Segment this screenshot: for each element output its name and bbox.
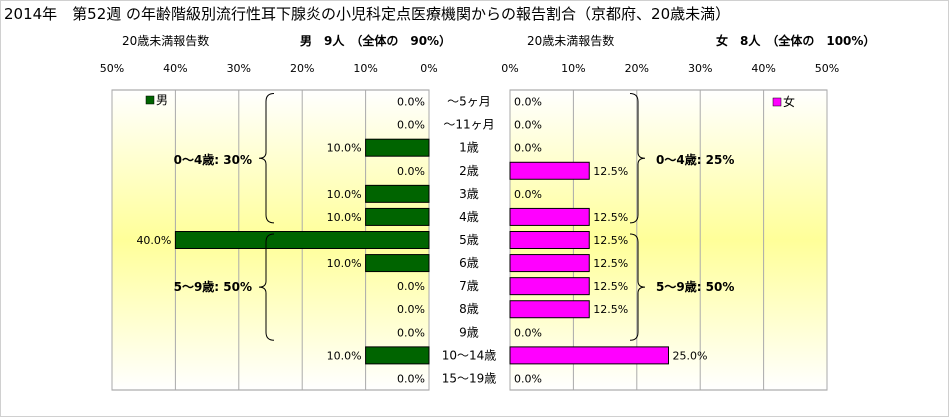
female-bar-value-label: 12.5% xyxy=(593,234,628,247)
male-axis-tick: 40% xyxy=(163,62,187,75)
female-bar xyxy=(509,346,669,365)
female-axis-tick: 10% xyxy=(561,62,585,75)
female-bar xyxy=(509,254,590,273)
male-bar-value-label: 10.0% xyxy=(327,211,362,224)
female-bar-value-label: 0.0% xyxy=(514,326,542,339)
female-bar-value-label: 12.5% xyxy=(593,165,628,178)
female-bar xyxy=(509,231,590,249)
age-category-label: 7歳 xyxy=(459,279,479,293)
male-axis-tick: 10% xyxy=(353,62,377,75)
female-bar-value-label: 0.0% xyxy=(514,119,542,132)
male-axis-tick: 20% xyxy=(290,62,314,75)
chart-title: 2014年 第52週 の年齢階級別流行性耳下腺炎の小児科定点医療機関からの報告割… xyxy=(4,5,731,23)
female-caption: 20歳未満報告数 xyxy=(527,34,615,48)
female-bar-value-label: 0.0% xyxy=(514,142,542,155)
age-category-label: 8歳 xyxy=(459,302,479,316)
female-bar xyxy=(509,277,590,296)
male-bar-value-label: 0.0% xyxy=(397,326,425,339)
female-bar-value-label: 0.0% xyxy=(514,188,542,201)
male-legend-swatch xyxy=(145,95,155,105)
female-bar-value-label: 12.5% xyxy=(593,257,628,270)
age-category-label: ～11ヶ月 xyxy=(443,118,494,132)
female-axis-tick: 20% xyxy=(625,62,649,75)
male-summary: 男 9人 （全体の 90%） xyxy=(300,34,452,48)
male-bar xyxy=(174,231,430,249)
male-bar-value-label: 10.0% xyxy=(327,142,362,155)
male-bar-value-label: 0.0% xyxy=(397,372,425,385)
male-axis-tick: 0% xyxy=(420,62,437,75)
age-category-label: 2歳 xyxy=(459,164,479,178)
female-bar-value-label: 25.0% xyxy=(673,349,708,362)
female-axis-tick: 50% xyxy=(815,62,839,75)
female-axis-tick: 0% xyxy=(501,62,518,75)
age-category-label: 9歳 xyxy=(459,325,479,339)
female-annotation-5-9: 5～9歳: 50% xyxy=(656,279,734,294)
male-bar-value-label: 0.0% xyxy=(397,165,425,178)
male-bar xyxy=(365,254,430,273)
male-annotation-5-9: 5～9歳: 50% xyxy=(174,279,252,294)
male-bar-value-label: 0.0% xyxy=(397,280,425,293)
female-summary: 女 8人 （全体の 100%） xyxy=(716,34,876,48)
male-bar-value-label: 10.0% xyxy=(327,188,362,201)
female-bar-value-label: 12.5% xyxy=(593,211,628,224)
female-annotation-0-4: 0～4歳: 25% xyxy=(656,152,734,167)
male-legend-label: 男 xyxy=(156,93,168,107)
female-bar xyxy=(509,207,590,226)
male-bar xyxy=(365,184,430,203)
female-bar xyxy=(509,161,590,180)
male-bar xyxy=(365,138,430,157)
age-category-label: 10～14歳 xyxy=(442,348,497,362)
female-bar-value-label: 12.5% xyxy=(593,280,628,293)
age-category-label: 15～19歳 xyxy=(442,371,497,385)
male-bar-value-label: 0.0% xyxy=(397,303,425,316)
male-bar-value-label: 0.0% xyxy=(397,96,425,109)
age-category-label: 1歳 xyxy=(459,141,479,155)
female-legend-swatch xyxy=(772,97,782,107)
male-annotation-0-4: 0～4歳: 30% xyxy=(174,152,252,167)
male-axis-tick: 30% xyxy=(227,62,251,75)
age-category-label: 6歳 xyxy=(459,256,479,270)
female-bar xyxy=(509,300,590,319)
female-bar-value-label: 0.0% xyxy=(514,372,542,385)
male-caption: 20歳未満報告数 xyxy=(122,34,210,48)
female-bar-value-label: 0.0% xyxy=(514,96,542,109)
female-bar-value-label: 12.5% xyxy=(593,303,628,316)
female-legend-label: 女 xyxy=(783,94,795,109)
female-brace-5-9 xyxy=(629,233,646,341)
male-bar-value-label: 0.0% xyxy=(397,119,425,132)
male-axis-tick: 50% xyxy=(100,62,124,75)
male-bar xyxy=(365,207,430,226)
male-bar xyxy=(365,346,430,365)
female-axis-tick: 30% xyxy=(688,62,712,75)
male-brace-5-9 xyxy=(258,233,275,341)
age-category-label: 5歳 xyxy=(459,233,479,247)
male-brace-0-4 xyxy=(258,93,275,224)
male-bar-value-label: 40.0% xyxy=(136,234,171,247)
female-brace-0-4 xyxy=(629,93,646,224)
male-bar-value-label: 10.0% xyxy=(327,257,362,270)
age-category-label: 4歳 xyxy=(459,210,479,224)
female-axis-tick: 40% xyxy=(751,62,775,75)
age-category-label: 3歳 xyxy=(459,187,479,201)
age-category-label: ～5ヶ月 xyxy=(447,95,491,109)
male-bar-value-label: 10.0% xyxy=(327,349,362,362)
